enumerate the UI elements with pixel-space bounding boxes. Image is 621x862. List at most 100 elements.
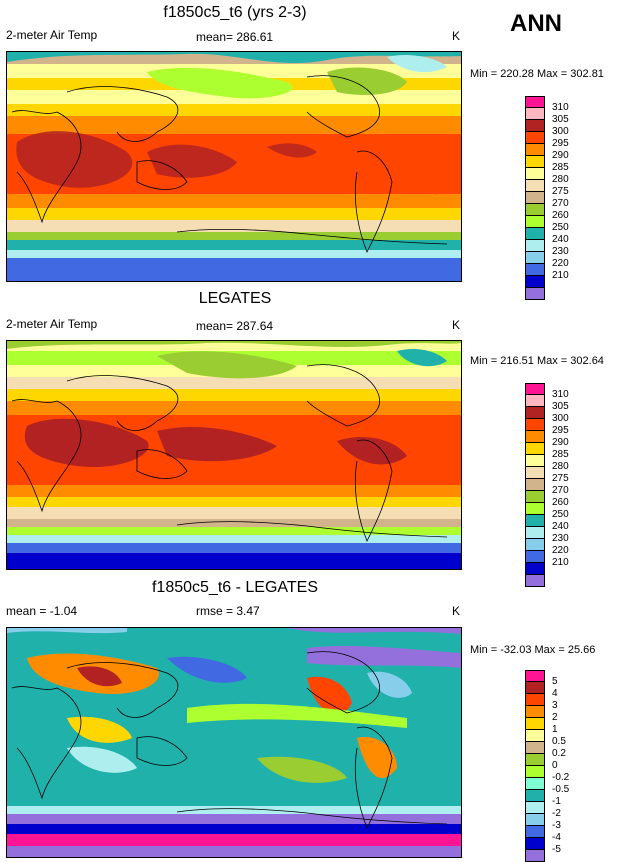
panel1-variable-label: 2-meter Air Temp — [6, 28, 98, 42]
panel1-mean: mean= 286.61 — [196, 30, 274, 44]
panel3-colorbar-box — [525, 802, 545, 814]
panel1-minmax: Min = 220.28 Max = 302.81 — [470, 68, 604, 80]
panel2-colorbar-box — [525, 539, 545, 551]
panel3-tick: -4 — [552, 832, 561, 843]
panel3-colorbar-box — [525, 670, 545, 682]
panel1-tick: 300 — [552, 126, 569, 137]
panel3-minmax: Min = -32.03 Max = 25.66 — [470, 644, 596, 656]
panel3-colorbar-box — [525, 814, 545, 826]
season-label: ANN — [510, 10, 562, 37]
panel3-tick: -1 — [552, 796, 561, 807]
panel2-colorbar-box — [525, 503, 545, 515]
panel3-tick: 1 — [552, 724, 558, 735]
panel3-colorbar-box — [525, 850, 545, 862]
panel3-tick: 0.2 — [552, 748, 566, 759]
panel1-colorbar-box — [525, 252, 545, 264]
panel1-colorbar-box — [525, 156, 545, 168]
panel2-colorbar-box — [525, 455, 545, 467]
panel2-tick: 220 — [552, 545, 569, 556]
panel2-colorbar-box — [525, 479, 545, 491]
panel1-tick: 260 — [552, 210, 569, 221]
panel3-colorbar-box — [525, 766, 545, 778]
panel1-colorbar-box — [525, 204, 545, 216]
panel1-tick: 310 — [552, 102, 569, 113]
panel3-mean: mean = -1.04 — [6, 604, 78, 618]
panel1-tick: 220 — [552, 258, 569, 269]
panel2-colorbar-box — [525, 563, 545, 575]
panel3-colorbar-box — [525, 730, 545, 742]
panel2-colorbar-ticks: 310 305 300 295 290 285 280 275 270 260 … — [552, 389, 569, 575]
panel3-colorbar-box — [525, 778, 545, 790]
panel1-colorbar-box — [525, 288, 545, 300]
panel1-colorbar — [525, 96, 545, 300]
panel3-tick: -3 — [552, 820, 561, 831]
panel1-tick: 295 — [552, 138, 569, 149]
panel2-minmax: Min = 216.51 Max = 302.64 — [470, 355, 604, 367]
panel1-colorbar-box — [525, 216, 545, 228]
panel3-tick: -5 — [552, 844, 561, 855]
panel2-colorbar-box — [525, 407, 545, 419]
panel3-tick: -0.5 — [552, 784, 570, 795]
panel2-colorbar-box — [525, 419, 545, 431]
panel1-colorbar-box — [525, 144, 545, 156]
panel1-colorbar-box — [525, 240, 545, 252]
panel3-tick: 0 — [552, 760, 558, 771]
panel2-tick: 295 — [552, 425, 569, 436]
panel2-mean: mean= 287.64 — [196, 319, 274, 333]
panel3-colorbar-box — [525, 826, 545, 838]
panel1-units: K — [452, 29, 461, 43]
panel1-tick: 280 — [552, 174, 569, 185]
panel1-title: f1850c5_t6 (yrs 2-3) — [163, 4, 307, 21]
panel2-colorbar — [525, 383, 545, 587]
panel3-colorbar-box — [525, 682, 545, 694]
panel2-colorbar-box — [525, 575, 545, 587]
panel1-map — [6, 51, 462, 282]
panel3-tick: 0.5 — [552, 736, 566, 747]
panel3-colorbar-box — [525, 742, 545, 754]
panel1-colorbar-box — [525, 276, 545, 288]
panel1-colorbar-box — [525, 108, 545, 120]
panel1-colorbar-box — [525, 96, 545, 108]
panel2-colorbar-box — [525, 491, 545, 503]
panel3-tick: -2 — [552, 808, 561, 819]
panel1-tick: 230 — [552, 246, 569, 257]
panel1-colorbar-box — [525, 228, 545, 240]
panel2-units: K — [452, 318, 461, 332]
panel2-tick: 290 — [552, 437, 569, 448]
panel2-colorbar-box — [525, 551, 545, 563]
panel2-colorbar-box — [525, 431, 545, 443]
panel2-colorbar-box — [525, 383, 545, 395]
panel1-colorbar-ticks: 310 305 300 295 290 285 280 275 270 260 … — [552, 102, 569, 288]
panel1-colorbar-box — [525, 132, 545, 144]
panel2-tick: 260 — [552, 497, 569, 508]
panel1-colorbar-box — [525, 120, 545, 132]
panel1-colorbar-box — [525, 180, 545, 192]
panel3-colorbar-box — [525, 718, 545, 730]
panel1-tick: 210 — [552, 270, 569, 281]
panel3-tick: 4 — [552, 688, 558, 699]
panel1-tick: 250 — [552, 222, 569, 233]
panel2-tick: 285 — [552, 449, 569, 460]
panel3-colorbar-box — [525, 754, 545, 766]
panel1-colorbar-box — [525, 192, 545, 204]
panel3-title: f1850c5_t6 - LEGATES — [151, 579, 318, 596]
panel2-tick: 310 — [552, 389, 569, 400]
panel1-colorbar-box — [525, 168, 545, 180]
panel1-tick: 285 — [552, 162, 569, 173]
panel2-tick: 250 — [552, 509, 569, 520]
panel2-colorbar-box — [525, 443, 545, 455]
panel1-tick: 305 — [552, 114, 569, 125]
panel2-tick: 270 — [552, 485, 569, 496]
panel3-tick: 5 — [552, 676, 558, 687]
panel2-colorbar-box — [525, 515, 545, 527]
panel3-colorbar-ticks: 5 4 3 2 1 0.5 0.2 0 -0.2 -0.5 -1 -2 -3 -… — [552, 676, 570, 862]
panel2-tick: 240 — [552, 521, 569, 532]
panel3-colorbar-box — [525, 706, 545, 718]
panel2-tick: 305 — [552, 401, 569, 412]
panel2-tick: 280 — [552, 461, 569, 472]
panel2-tick: 300 — [552, 413, 569, 424]
panel3-units: K — [452, 604, 461, 618]
panel3-tick: 3 — [552, 700, 558, 711]
panel2-title: LEGATES — [198, 290, 272, 307]
panel1-tick: 290 — [552, 150, 569, 161]
